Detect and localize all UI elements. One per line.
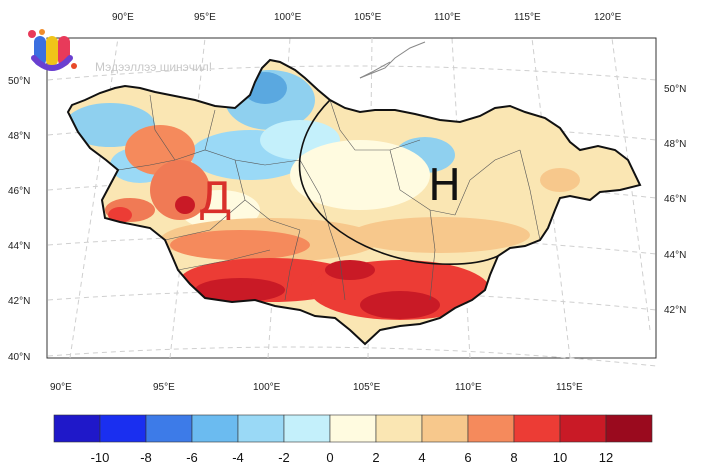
left-lat-label: 46°N (8, 186, 30, 197)
colorbar-swatch (99, 414, 147, 443)
neighbour-border (359, 41, 426, 79)
region-label-west: Д (198, 173, 232, 224)
left-lat-label: 48°N (8, 131, 30, 142)
colorbar-swatch (421, 414, 469, 443)
colorbar-tick-label: 12 (599, 450, 613, 465)
colorbar-tick-label: -10 (91, 450, 110, 465)
colorbar-swatch (513, 414, 561, 443)
top-lon-label: 105°E (354, 12, 382, 23)
colorbar-tick-label: 0 (326, 450, 333, 465)
colorbar-swatch (329, 414, 377, 443)
colorbar-tick-label: 8 (510, 450, 517, 465)
province-borders (117, 94, 541, 301)
right-lat-label: 50°N (664, 84, 686, 95)
right-lat-label: 48°N (664, 139, 686, 150)
colorbar-swatch (145, 414, 193, 443)
left-lat-label: 42°N (8, 296, 30, 307)
bottom-lon-label: 100°E (253, 382, 281, 393)
colorbar-swatch (191, 414, 239, 443)
map-frame (46, 37, 657, 359)
left-lat-label: 44°N (8, 241, 30, 252)
colorbar-tick-label: -4 (232, 450, 244, 465)
bottom-lon-label: 95°E (153, 382, 175, 393)
colorbar-swatch (283, 414, 331, 443)
right-lat-label: 44°N (664, 250, 686, 261)
mongolia-outline (66, 58, 642, 346)
top-lon-label: 95°E (194, 12, 216, 23)
region-label-east: Н (428, 160, 461, 211)
colorbar-tick-label: -8 (140, 450, 152, 465)
colorbar-tick-label: 4 (418, 450, 425, 465)
colorbar-tick-label: 2 (372, 450, 379, 465)
colorbar-swatch (605, 414, 653, 443)
watermark-text: Мэдээллээ шинэчил! (95, 60, 213, 74)
left-lat-label: 40°N (8, 352, 30, 363)
bottom-lon-label: 115°E (556, 382, 583, 393)
colorbar-tick-label: -6 (186, 450, 198, 465)
top-lon-label: 120°E (594, 12, 622, 23)
region-divider-arc (298, 99, 499, 265)
top-lon-label: 100°E (274, 12, 302, 23)
bottom-lon-label: 110°E (455, 382, 482, 393)
colorbar-swatch (375, 414, 423, 443)
colorbar-swatch (467, 414, 515, 443)
colorbar-tick-label: 6 (464, 450, 471, 465)
left-lat-label: 50°N (8, 76, 30, 87)
top-lon-label: 115°E (514, 12, 541, 23)
bottom-lon-label: 90°E (50, 382, 72, 393)
colorbar-swatch (559, 414, 607, 443)
colorbar-swatches (53, 414, 653, 443)
brand-logo (28, 29, 77, 71)
top-lon-label: 90°E (112, 12, 134, 23)
colorbar-swatch (237, 414, 285, 443)
top-lon-label: 110°E (434, 12, 461, 23)
right-lat-label: 42°N (664, 305, 686, 316)
colorbar-ticks: -10 -8 -6 -4 -2 0 2 4 6 8 10 12 (91, 450, 614, 465)
right-lat-label: 46°N (664, 194, 686, 205)
bottom-lon-label: 105°E (353, 382, 381, 393)
colorbar-tick-label: -2 (278, 450, 290, 465)
colorbar-swatch (53, 414, 101, 443)
colorbar-tick-label: 10 (553, 450, 567, 465)
